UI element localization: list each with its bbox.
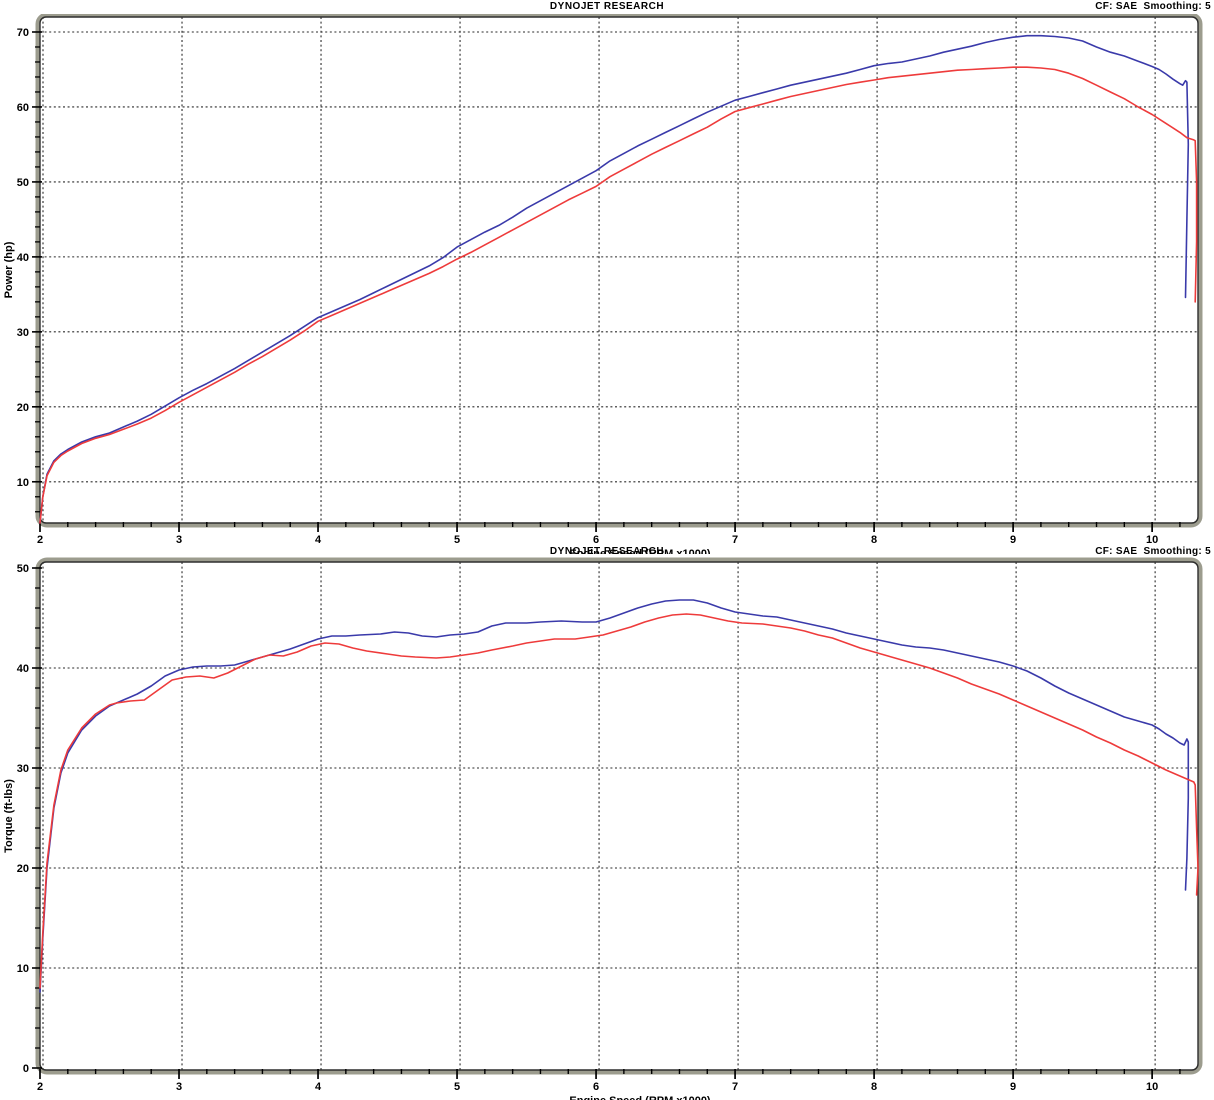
x-axis-label: Engine Speed (RPM x1000) [569,548,711,554]
power-plot: 2 3 4 5 6 7 8 9 10 Engine Speed (RPM x1000) 10 20 30… [3,14,1203,554]
x-axis [39,522,1181,532]
x-tick-label: 2 [37,534,43,546]
x-tick-label: 10 [1146,534,1158,546]
torque-chart-title: DYNOJET RESEARCH [549,546,665,557]
power-chart-title: DYNOJET RESEARCH [549,1,665,12]
x-tick-label: 4 [315,534,322,546]
x-tick-label: 10 [1146,1081,1158,1093]
torque-plot: 2 3 4 5 6 7 8 9 10 Engine Speed (RPM x1000) 0 10 20 3… [3,557,1203,1100]
x-tick-label: 3 [176,534,182,546]
x-axis [39,1069,1181,1079]
x-tick-label: 6 [593,1081,599,1093]
y-tick-label: 70 [17,27,29,39]
y-tick-label: 50 [17,177,29,189]
y-tick-label: 30 [17,327,29,339]
y-tick-label: 20 [17,863,29,875]
curve-power-red [39,66,1198,524]
plot-frame [39,16,1199,524]
y-tick-label: 40 [17,663,29,675]
y-tick-label: 0 [23,1063,29,1075]
x-tick-label: 9 [1010,1081,1016,1093]
y-tick-label: 60 [17,102,29,114]
curve-torque-blue [39,599,1190,993]
y-axis [32,567,42,1069]
plot-frame-outer [35,14,1203,528]
x-tick-label: 7 [732,1081,738,1093]
y-tick-label: 40 [17,252,29,264]
grid-lines [40,562,1198,1070]
x-tick-label: 6 [593,534,599,546]
y-tick-label: 30 [17,763,29,775]
y-tick-label: 50 [17,563,29,575]
x-tick-label: 4 [315,1081,322,1093]
x-tick-label: 9 [1010,534,1016,546]
plot-frame [39,561,1199,1071]
y-axis-label: Power (hp) [3,241,15,298]
x-tick-label: 5 [454,1081,460,1093]
y-tick-label: 20 [17,402,29,414]
x-axis-label: Engine Speed (RPM x1000) [569,1095,711,1100]
y-axis-label: Torque (ft-lbs) [3,779,15,853]
curve-torque-red [39,613,1199,989]
x-tick-label: 8 [871,1081,877,1093]
x-tick-label: 8 [871,534,877,546]
power-correction-info: CF: SAE Smoothing: 5 [1095,1,1211,12]
y-axis [32,31,42,513]
y-tick-label: 10 [17,477,29,489]
x-tick-label: 3 [176,1081,182,1093]
x-tick-label: 7 [732,534,738,546]
y-tick-label: 10 [17,963,29,975]
curve-power-blue [39,34,1190,524]
torque-correction-info: CF: SAE Smoothing: 5 [1095,546,1211,557]
x-tick-label: 2 [37,1081,43,1093]
x-tick-label: 5 [454,534,460,546]
grid-lines [40,17,1198,523]
plot-frame-outer [35,557,1203,1075]
